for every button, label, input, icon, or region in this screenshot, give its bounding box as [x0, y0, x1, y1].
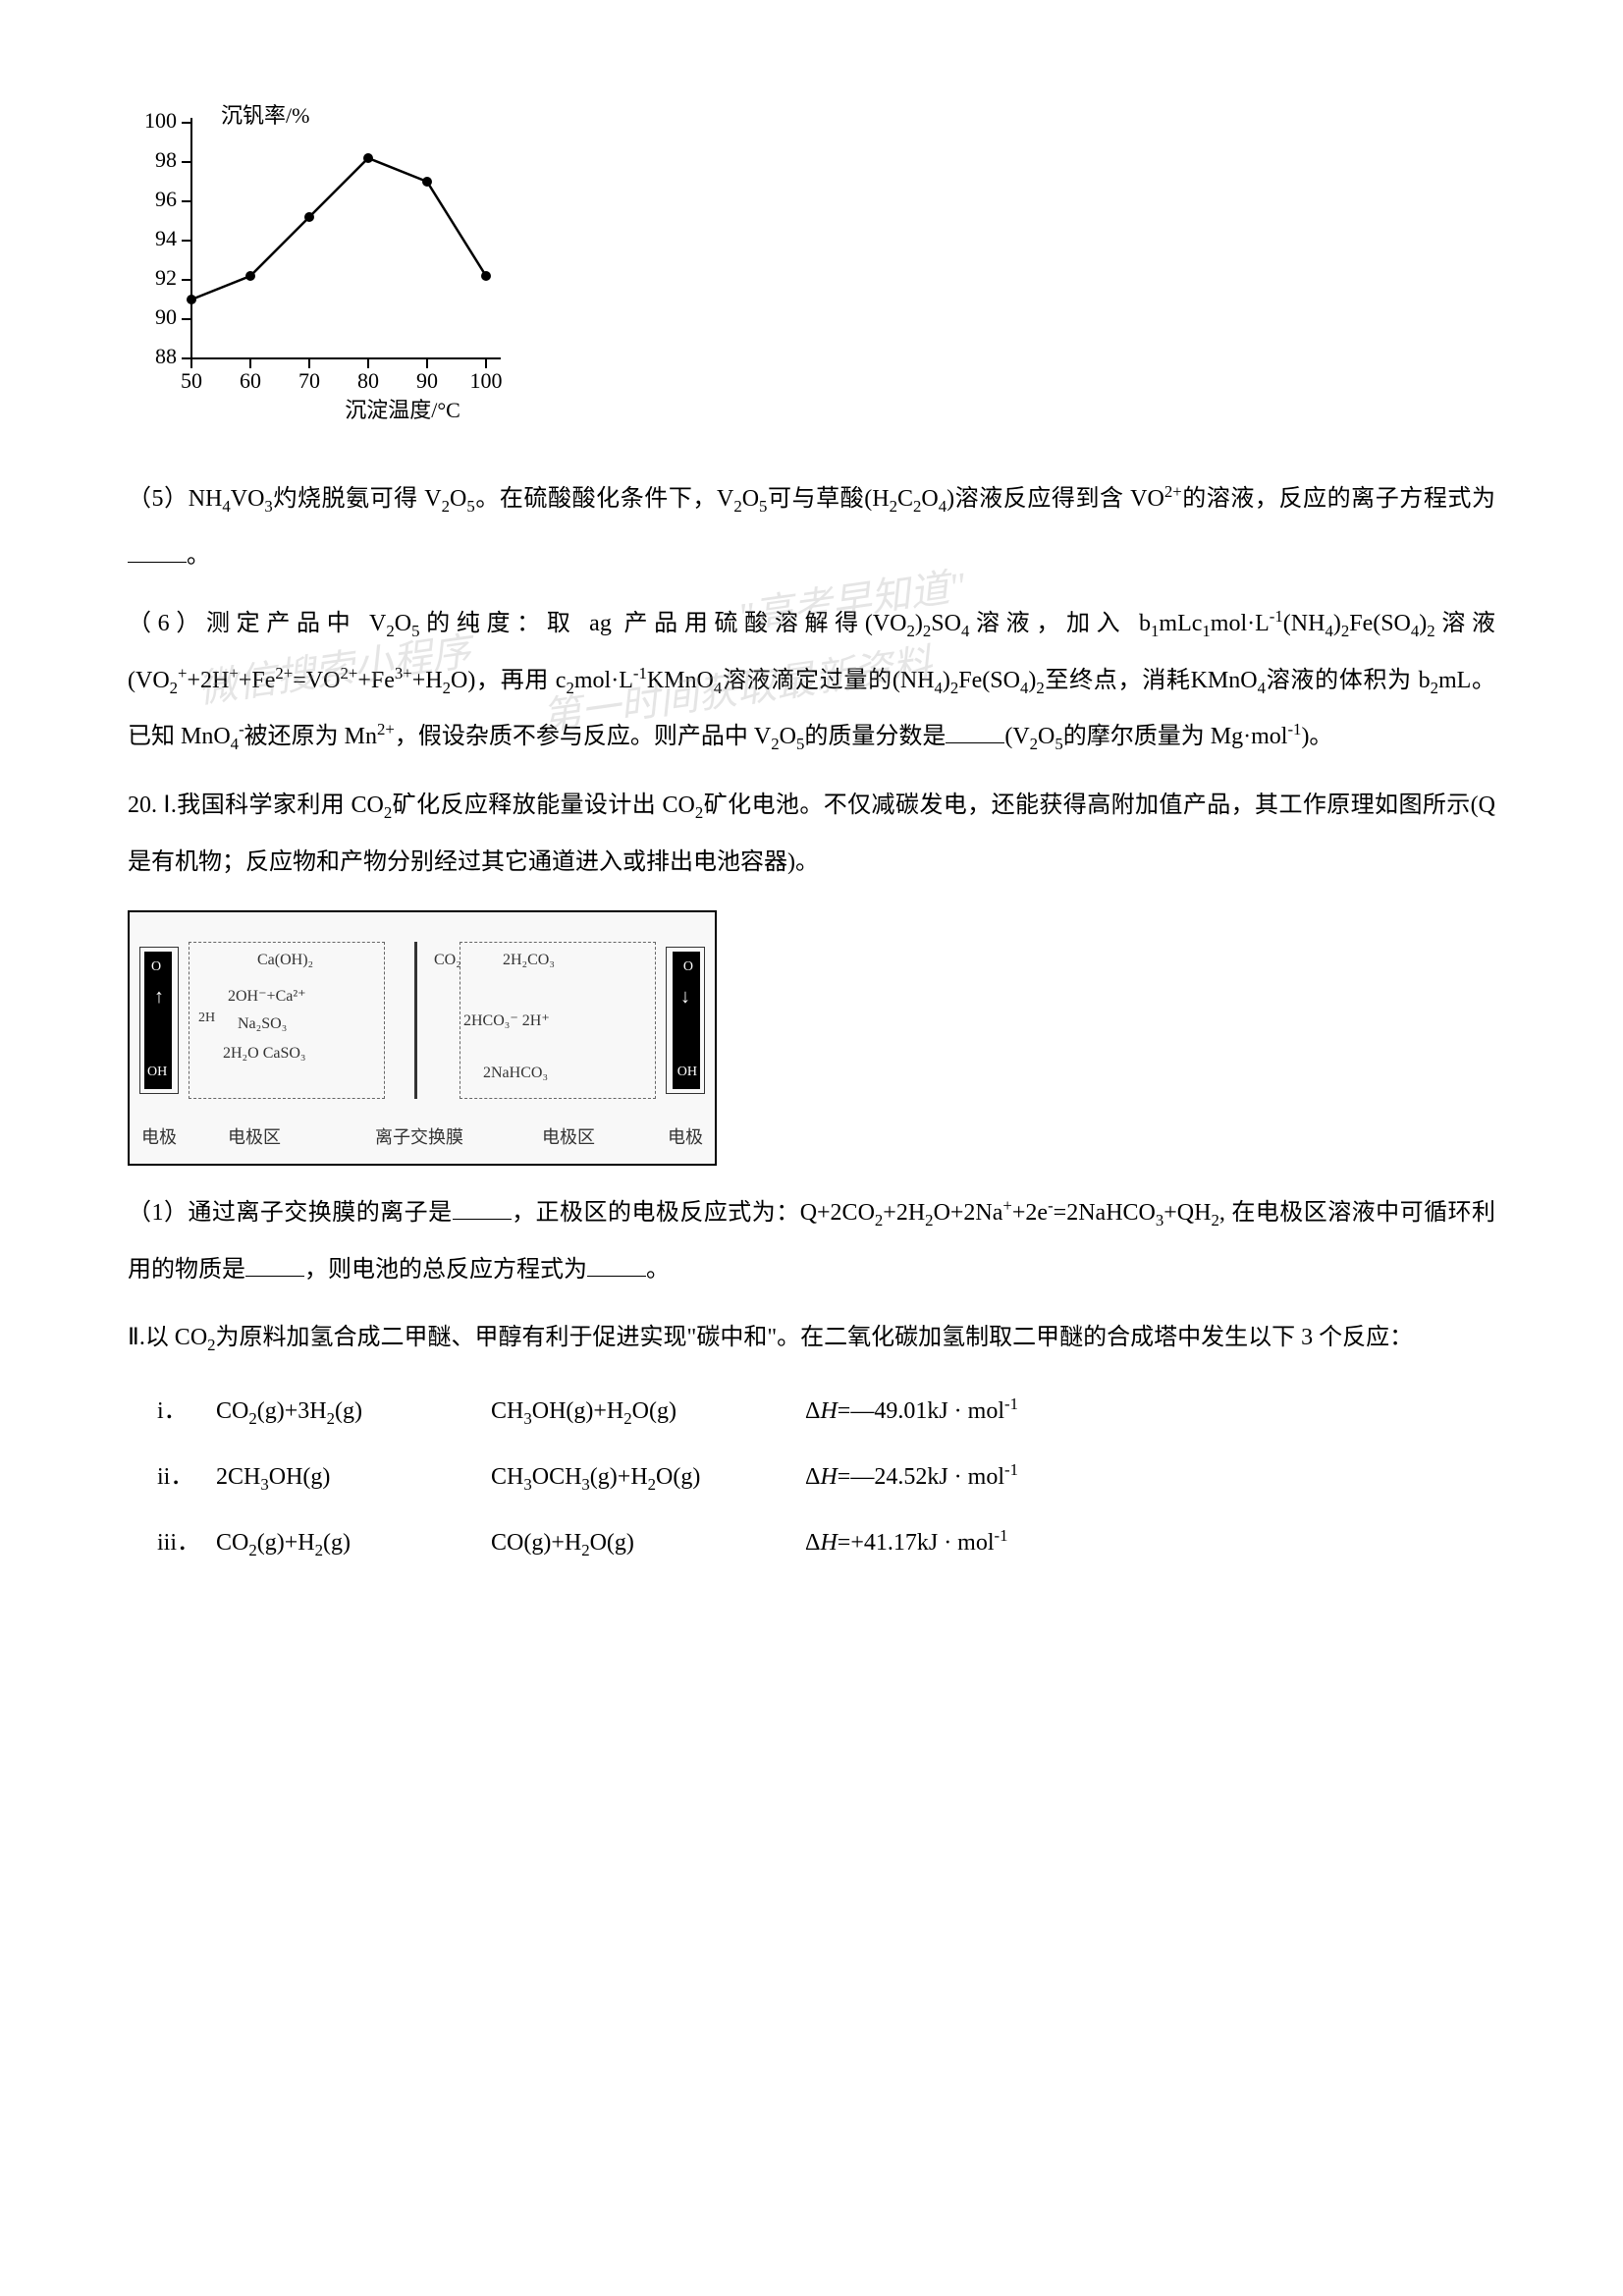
- r2-reactant: 2CH3OH(g): [216, 1445, 491, 1510]
- data-point: [245, 271, 255, 281]
- ytick-88: 88: [155, 344, 177, 368]
- chart-xlabel: 沉淀温度/°C: [345, 398, 460, 422]
- battery-diagram: O OH O OH Ca(OH)₂ 2OH⁻+Ca²⁺ 2H Na₂SO₃ 2H…: [128, 910, 717, 1166]
- xtick-100: 100: [470, 368, 503, 393]
- q20-part2-text: 以 CO2为原料加氢合成二甲醚、甲醇有利于促进实现"碳中和"。在二氧化碳加氢制取…: [145, 1325, 1413, 1350]
- ytick-96: 96: [155, 187, 177, 211]
- ytick-92: 92: [155, 265, 177, 290]
- q20-part1-label: Ⅰ.: [163, 793, 176, 818]
- up-arrow-left: ↑: [154, 986, 164, 1009]
- q5-text: NH4VO3灼烧脱氨可得 V2O5。在硫酸酸化条件下，V2O5可与草酸(H2C2…: [128, 486, 1495, 569]
- data-point: [304, 212, 314, 222]
- q20s1-text: 通过离子交换膜的离子是，正极区的电极反应式为：Q+2CO2+2H2O+2Na++…: [128, 1200, 1495, 1283]
- xtick-80: 80: [357, 368, 379, 393]
- q20s1-number: （1）: [128, 1200, 188, 1226]
- hco3-label: 2HCO₃⁻ 2H⁺: [463, 1011, 550, 1030]
- right-zone-label: 电极区: [542, 1123, 595, 1149]
- down-arrow-right: ↓: [680, 986, 690, 1009]
- o-right-label: O: [683, 959, 693, 975]
- r3-label: iii．: [157, 1510, 216, 1576]
- q6-text: 测定产品中 V2O5的纯度：取 ag 产品用硫酸溶解得(VO2)2SO4溶液，加…: [128, 611, 1495, 749]
- data-point: [363, 153, 373, 163]
- question-20-part2: Ⅱ.以 CO2为原料加氢合成二甲醚、甲醇有利于促进实现"碳中和"。在二氧化碳加氢…: [128, 1310, 1495, 1367]
- data-point: [187, 295, 196, 304]
- r1-dh: ΔH=—49.01kJ · mol-1: [805, 1379, 1495, 1445]
- chart-svg: 沉钒率/% 100 98 96 94 92 90 88 50 60 70 80 …: [128, 98, 540, 432]
- reaction-3: iii． CO2(g)+H2(g) CO(g)+H2O(g) ΔH=+41.17…: [157, 1510, 1495, 1576]
- chart-ylabel: 沉钒率/%: [221, 103, 309, 128]
- data-point: [481, 271, 491, 281]
- r2-label: ii．: [157, 1445, 216, 1510]
- r1-label: i．: [157, 1379, 216, 1445]
- oh-ca-label: 2OH⁻+Ca²⁺: [228, 986, 306, 1006]
- r3-reactant: CO2(g)+H2(g): [216, 1510, 491, 1576]
- membrane-label: 离子交换膜: [375, 1123, 463, 1149]
- na2so3-label: Na₂SO₃: [238, 1015, 287, 1033]
- co2-label: CO₂: [434, 952, 461, 969]
- r2-dh: ΔH=—24.52kJ · mol-1: [805, 1445, 1495, 1510]
- q20-text: 我国科学家利用 CO2矿化反应释放能量设计出 CO2矿化电池。不仅减碳发电，还能…: [128, 793, 1495, 875]
- caoh2-label: Ca(OH)₂: [257, 952, 313, 969]
- membrane-bar: [414, 942, 417, 1099]
- h2o-caso3-label: 2H₂O CaSO₃: [223, 1045, 306, 1063]
- r1-reactant: CO2(g)+3H2(g): [216, 1379, 491, 1445]
- nahco3-label: 2NaHCO₃: [483, 1065, 548, 1082]
- ytick-94: 94: [155, 226, 177, 250]
- q5-number: （5）: [128, 486, 189, 512]
- reaction-1: i． CO2(g)+3H2(g) CH3OH(g)+H2O(g) ΔH=—49.…: [157, 1379, 1495, 1445]
- h2co3-label: 2H₂CO₃: [503, 952, 555, 969]
- r1-product: CH3OH(g)+H2O(g): [491, 1379, 805, 1445]
- reaction-2: ii． 2CH3OH(g) CH3OCH3(g)+H2O(g) ΔH=—24.5…: [157, 1445, 1495, 1510]
- q20-part2-label: Ⅱ.: [128, 1325, 145, 1350]
- oh-right-label: OH: [677, 1065, 697, 1080]
- question-5: （5）NH4VO3灼烧脱氨可得 V2O5。在硫酸酸化条件下，V2O5可与草酸(H…: [128, 471, 1495, 584]
- question-20-sub1: （1）通过离子交换膜的离子是，正极区的电极反应式为：Q+2CO2+2H2O+2N…: [128, 1185, 1495, 1298]
- r2-product: CH3OCH3(g)+H2O(g): [491, 1445, 805, 1510]
- left-electrode-label: 电极: [141, 1123, 177, 1149]
- precipitation-chart: 沉钒率/% 100 98 96 94 92 90 88 50 60 70 80 …: [128, 98, 540, 432]
- xtick-70: 70: [298, 368, 320, 393]
- chart-line: [191, 158, 486, 300]
- o-left-label: O: [151, 959, 161, 975]
- right-electrode-label: 电极: [668, 1123, 703, 1149]
- ytick-100: 100: [144, 108, 177, 133]
- r3-dh: ΔH=+41.17kJ · mol-1: [805, 1510, 1495, 1576]
- r3-product: CO(g)+H2O(g): [491, 1510, 805, 1576]
- data-point: [422, 177, 432, 187]
- xtick-60: 60: [240, 368, 261, 393]
- q6-number: （6）: [128, 611, 206, 636]
- left-zone-label: 电极区: [228, 1123, 281, 1149]
- ytick-98: 98: [155, 147, 177, 172]
- ytick-90: 90: [155, 304, 177, 329]
- h-label: 2H: [198, 1011, 215, 1026]
- question-6: （6）测定产品中 V2O5的纯度：取 ag 产品用硫酸溶解得(VO2)2SO4溶…: [128, 596, 1495, 766]
- oh-left-label: OH: [147, 1065, 167, 1080]
- question-20: 20. Ⅰ.我国科学家利用 CO2矿化反应释放能量设计出 CO2矿化电池。不仅减…: [128, 778, 1495, 891]
- xtick-90: 90: [416, 368, 438, 393]
- q20-number: 20.: [128, 793, 157, 818]
- xtick-50: 50: [181, 368, 202, 393]
